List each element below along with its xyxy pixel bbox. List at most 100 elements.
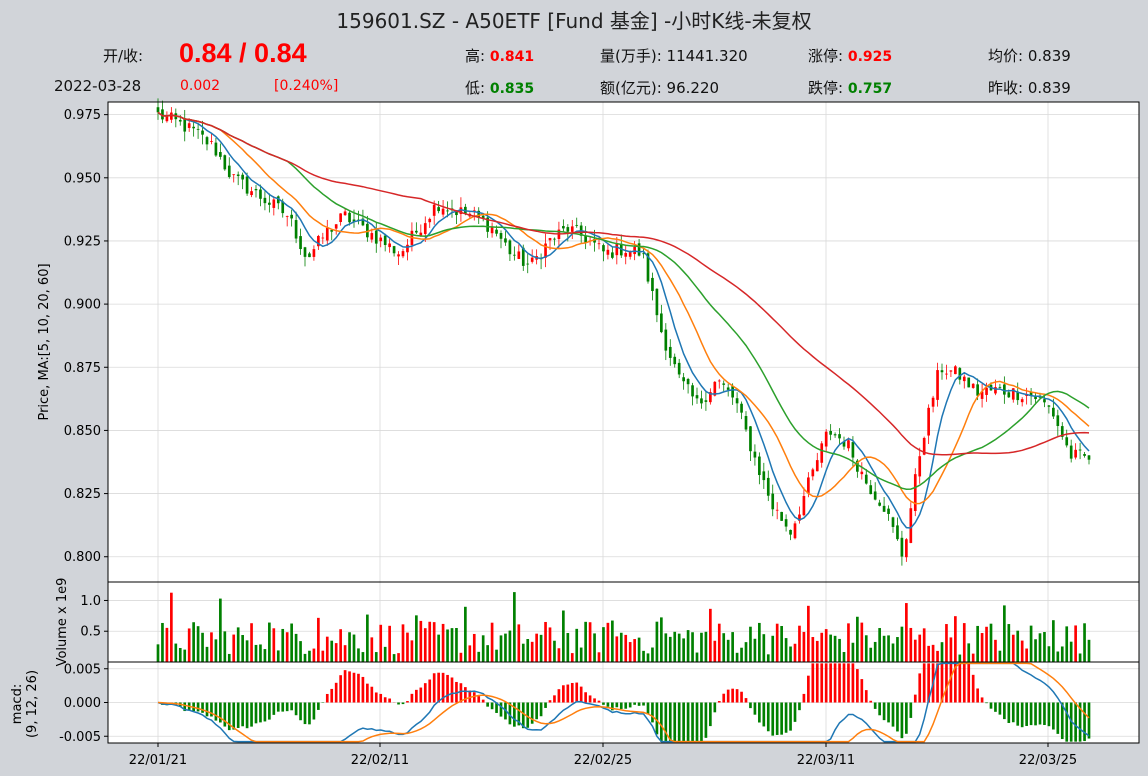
- macd-bar: [753, 702, 757, 715]
- volume-bar: [1007, 624, 1011, 662]
- macd-bar: [900, 702, 904, 739]
- candle-body: [1016, 391, 1020, 401]
- volume-bar: [811, 637, 815, 662]
- volume-bar: [178, 647, 182, 662]
- macd-bar: [994, 702, 997, 712]
- candle-body: [954, 366, 957, 375]
- candle-body: [241, 174, 244, 180]
- avg-label: 均价:: [988, 47, 1024, 65]
- candle-body: [976, 384, 979, 396]
- volume-bar: [165, 627, 169, 662]
- macd-bar: [775, 702, 779, 735]
- macd-bar: [985, 702, 988, 704]
- candle-body: [321, 237, 325, 239]
- prev-close-info: 昨收: 0.839: [988, 77, 1071, 98]
- volume-bar: [807, 605, 810, 662]
- candle: [366, 215, 369, 242]
- volume-bar: [691, 632, 694, 662]
- candle-body: [1047, 405, 1051, 407]
- volume-bar: [174, 643, 178, 662]
- macd-bar: [927, 663, 930, 703]
- candle-body: [352, 219, 356, 222]
- limit-up-info: 涨停: 0.925: [808, 45, 892, 66]
- candle: [441, 199, 445, 218]
- candle: [379, 234, 383, 248]
- volume-bar: [1069, 641, 1073, 662]
- volume-bars: [156, 592, 1091, 662]
- volume-bar: [406, 632, 409, 662]
- candle-body: [423, 223, 427, 234]
- macd-bar: [312, 702, 316, 720]
- candle-body: [829, 430, 832, 435]
- macd-bar: [299, 702, 302, 721]
- candle-body: [744, 416, 748, 430]
- volume-bar: [780, 626, 783, 662]
- macd-bar: [922, 663, 926, 703]
- macd-bar: [967, 663, 971, 703]
- candle-body: [1069, 445, 1073, 459]
- candle: [744, 411, 748, 432]
- candle-body: [980, 391, 984, 399]
- macd-bar: [245, 702, 249, 729]
- candle: [740, 401, 743, 420]
- macd-bar: [570, 682, 574, 703]
- macd-bar: [833, 663, 837, 703]
- candle: [735, 392, 739, 413]
- candle: [864, 468, 868, 485]
- volume-bar: [250, 623, 253, 662]
- volume-bar: [299, 641, 302, 662]
- volume-bar: [575, 628, 579, 662]
- candle: [317, 234, 320, 250]
- macd-bar: [397, 702, 400, 705]
- macd-bar: [940, 663, 944, 703]
- candle: [303, 246, 307, 267]
- macd-bar: [1087, 702, 1091, 739]
- candle: [646, 249, 650, 284]
- volume-bar: [553, 640, 556, 662]
- candle: [214, 137, 218, 157]
- volume-value: 11441.320: [666, 47, 748, 65]
- volume-bar: [227, 653, 231, 662]
- macd-bar: [410, 693, 414, 703]
- macd-bar: [557, 689, 561, 703]
- candle-body: [668, 346, 672, 358]
- candle-body: [824, 431, 828, 447]
- candle: [419, 224, 423, 237]
- volume-bar: [156, 644, 160, 662]
- volume-bar: [281, 628, 285, 662]
- volume-bar: [272, 628, 276, 662]
- macd-bar: [762, 702, 766, 727]
- candle: [945, 364, 948, 380]
- volume-bar: [1060, 646, 1064, 662]
- volume-bar: [704, 631, 708, 662]
- candle-body: [428, 218, 432, 223]
- macd-bar: [566, 684, 570, 703]
- candle-body: [205, 137, 209, 145]
- candle: [655, 288, 659, 323]
- candle-body: [459, 207, 463, 215]
- macd-bar: [611, 702, 614, 711]
- candle: [642, 248, 645, 259]
- volume-bar: [913, 639, 917, 662]
- candle: [268, 193, 271, 213]
- candle-body: [749, 426, 752, 452]
- volume-bar: [931, 644, 935, 662]
- volume-bar: [223, 631, 227, 662]
- high-label-text: 高:: [465, 47, 486, 65]
- macd-bar: [388, 698, 391, 703]
- macd-bar: [989, 702, 993, 709]
- volume-bar: [187, 628, 191, 662]
- candle: [415, 222, 418, 235]
- volume-bar: [829, 634, 832, 662]
- macd-bar: [1003, 702, 1006, 720]
- volume-bar: [860, 622, 864, 662]
- macd-bar: [860, 679, 864, 703]
- macd-bar: [619, 702, 623, 709]
- candle: [793, 521, 797, 540]
- volume-bar: [660, 617, 663, 662]
- candle-body: [361, 218, 365, 226]
- candle: [388, 238, 391, 253]
- macd-bar: [615, 702, 619, 708]
- candle: [490, 222, 494, 238]
- limit-down-label: 跌停:: [808, 79, 844, 97]
